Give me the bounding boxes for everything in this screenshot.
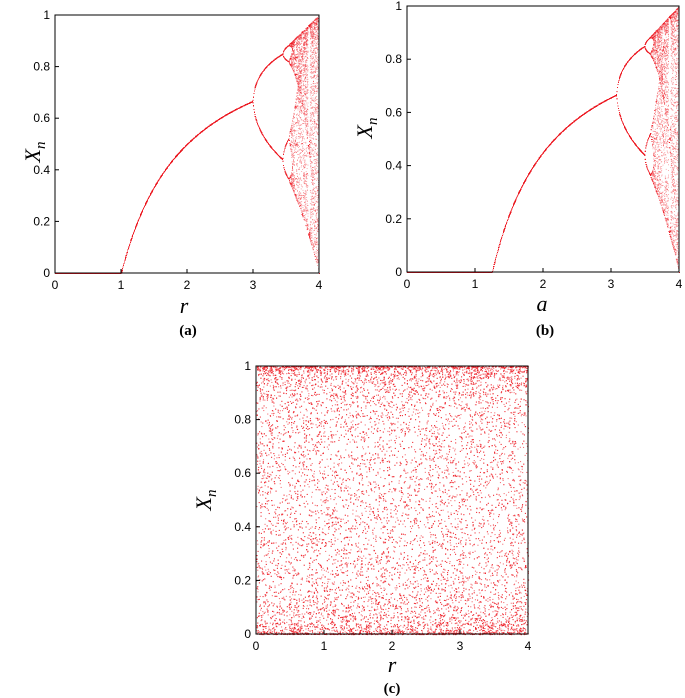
panel-a: 0 1 2 3 400.20.40.60.81 r Xn (a) [20, 8, 323, 339]
panel-a-points [55, 16, 320, 274]
